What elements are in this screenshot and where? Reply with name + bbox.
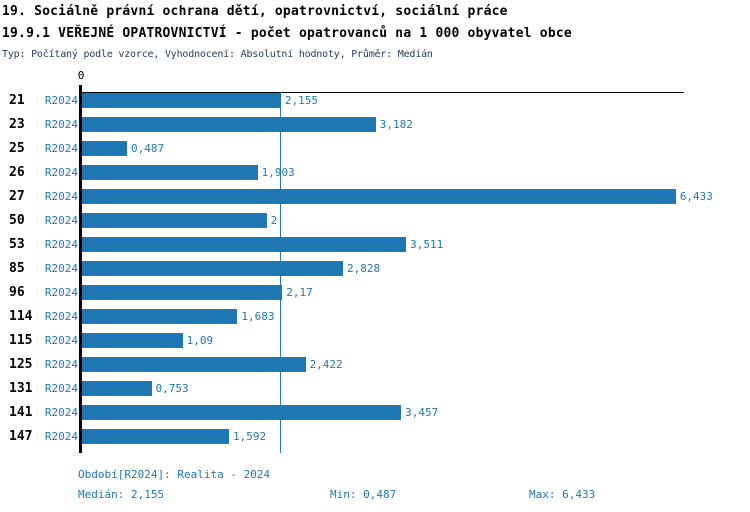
bar-row: 85 R2024 2,828	[0, 260, 750, 284]
category-label: 115	[9, 333, 33, 348]
period-label: R2024	[44, 190, 78, 203]
bar-row: 50 R2024 2	[0, 212, 750, 236]
bar	[82, 213, 267, 228]
value-label: 0,487	[130, 142, 165, 155]
y-axis-line	[79, 85, 82, 453]
bar-row: 131 R2024 0,753	[0, 380, 750, 404]
category-label: 53	[9, 237, 25, 252]
period-label: R2024	[44, 238, 78, 251]
value-label: 1,592	[232, 430, 267, 443]
bar-row: 115 R2024 1,09	[0, 332, 750, 356]
x-axis-zero-tick-label: 0	[77, 69, 85, 82]
value-label: 1,903	[261, 166, 295, 179]
max-stat: Max: 6,433	[529, 488, 596, 501]
period-label: R2024	[44, 310, 78, 323]
category-label: 27	[9, 189, 25, 204]
bar-rows-container: 21 R2024 2,155 23 R2024 3,182 25 R2024 0,487 26 R2…	[0, 92, 750, 452]
bar-row: 23 R2024 3,182	[0, 116, 750, 140]
category-label: 141	[9, 405, 33, 420]
chart-top-border	[81, 92, 684, 93]
category-label: 26	[9, 165, 25, 180]
bar	[82, 165, 258, 180]
bar	[82, 429, 229, 444]
bar	[82, 357, 306, 372]
bar-row: 26 R2024 1,903	[0, 164, 750, 188]
bar-row: 53 R2024 3,511	[0, 236, 750, 260]
period-legend: Období[R2024]: Realita - 2024	[78, 468, 271, 481]
category-label: 131	[9, 381, 33, 396]
period-label: R2024	[44, 166, 78, 179]
period-label: R2024	[44, 334, 78, 347]
category-label: 21	[9, 93, 25, 108]
period-label: R2024	[44, 430, 78, 443]
report-title-line2: 19.9.1 VEŘEJNÉ OPATROVNICTVÍ - počet opa…	[2, 26, 572, 41]
bar	[82, 189, 676, 204]
value-label: 0,753	[155, 382, 189, 395]
period-label: R2024	[44, 286, 78, 299]
bar	[82, 237, 407, 252]
category-label: 96	[9, 285, 25, 300]
bar	[82, 333, 183, 348]
period-label: R2024	[44, 142, 78, 155]
period-label: R2024	[44, 406, 78, 419]
bar	[82, 285, 283, 300]
category-label: 114	[9, 309, 33, 324]
min-stat: Min: 0,487	[330, 488, 397, 501]
bar	[82, 261, 344, 276]
report-subtitle: Typ: Počítaný podle vzorce, Vyhodnocení:…	[2, 49, 433, 60]
period-label: R2024	[44, 382, 78, 395]
period-label: R2024	[44, 214, 78, 227]
bar-row: 27 R2024 6,433	[0, 188, 750, 212]
value-label: 2,155	[284, 94, 319, 107]
value-label: 2,828	[347, 262, 381, 275]
value-label: 2,422	[309, 358, 343, 371]
period-label: R2024	[44, 94, 78, 107]
period-label: R2024	[44, 118, 78, 131]
period-label: R2024	[44, 358, 78, 371]
bar	[82, 93, 281, 108]
category-label: 25	[9, 141, 25, 156]
bar-row: 125 R2024 2,422	[0, 356, 750, 380]
category-label: 23	[9, 117, 25, 132]
value-label: 2,17	[286, 286, 313, 299]
bar	[82, 309, 238, 324]
category-label: 50	[9, 213, 25, 228]
bar-row: 147 R2024 1,592	[0, 428, 750, 452]
bar	[82, 405, 402, 420]
value-label: 3,457	[405, 406, 439, 419]
value-label: 2	[270, 214, 278, 227]
median-stat: Medián: 2,155	[78, 488, 165, 501]
value-label: 1,09	[186, 334, 214, 347]
bar-row: 141 R2024 3,457	[0, 404, 750, 428]
bar	[82, 141, 127, 156]
bar-row: 114 R2024 1,683	[0, 308, 750, 332]
value-label: 3,511	[410, 238, 444, 251]
bar-row: 21 R2024 2,155	[0, 92, 750, 116]
category-label: 147	[9, 429, 33, 444]
category-label: 85	[9, 261, 25, 276]
value-label: 1,683	[241, 310, 275, 323]
report-title-line1: 19. Sociálně právní ochrana dětí, opatro…	[2, 4, 508, 19]
value-label: 3,182	[379, 118, 413, 131]
bar	[82, 117, 376, 132]
bar-row: 96 R2024 2,17	[0, 284, 750, 308]
value-label: 6,433	[679, 190, 713, 203]
category-label: 125	[9, 357, 33, 372]
period-label: R2024	[44, 262, 78, 275]
bar	[82, 381, 152, 396]
bar-row: 25 R2024 0,487	[0, 140, 750, 164]
